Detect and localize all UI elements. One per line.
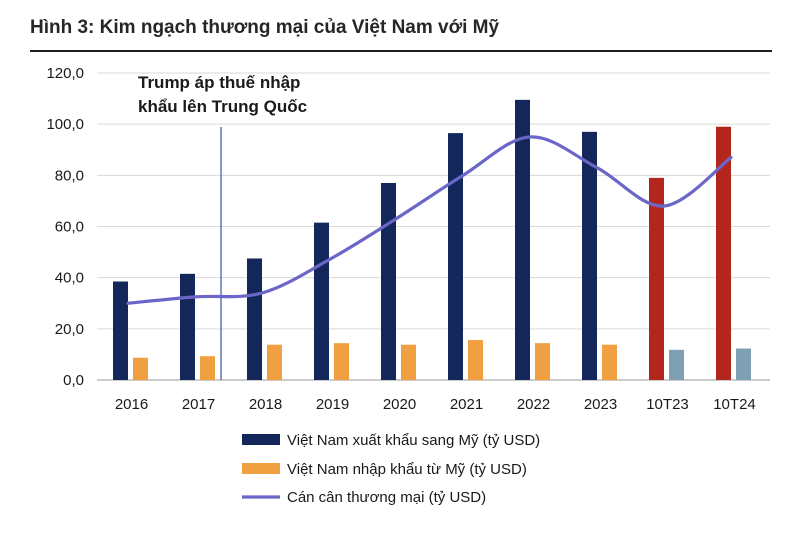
- y-tick-label: 20,0: [55, 321, 84, 338]
- x-tick-label: 2017: [182, 396, 215, 413]
- import-bar: [200, 356, 215, 380]
- import-bar: [602, 344, 617, 380]
- export-bar: [582, 131, 597, 380]
- export-bar: [113, 281, 128, 380]
- export-bar: [180, 273, 195, 380]
- y-tick-label: 40,0: [55, 270, 84, 287]
- import-bar: [334, 343, 349, 380]
- trade-balance-line: [126, 135, 733, 305]
- import-bar: [468, 340, 483, 380]
- legend-label: Việt Nam xuất khẩu sang Mỹ (tỷ USD): [287, 432, 540, 449]
- legend-swatch: [242, 434, 280, 445]
- export-bar: [515, 99, 530, 381]
- export-bar: [247, 258, 262, 380]
- annotation-text: Trump áp thuế nhập: [138, 73, 300, 92]
- export-bar: [649, 177, 664, 380]
- export-bar: [314, 222, 329, 380]
- legend-label: Việt Nam nhập khẩu từ Mỹ (tỷ USD): [287, 461, 527, 478]
- x-tick-label: 2019: [316, 396, 349, 413]
- export-bar: [448, 133, 463, 380]
- import-bar: [535, 343, 550, 380]
- title-rule: [30, 50, 772, 52]
- import-bar: [133, 357, 148, 380]
- x-tick-label: 2018: [249, 396, 282, 413]
- export-bar: [381, 183, 396, 380]
- legend-label: Cán cân thương mại (tỷ USD): [287, 489, 486, 506]
- y-tick-label: 80,0: [55, 167, 84, 184]
- x-tick-label: 10T24: [713, 396, 756, 413]
- x-tick-label: 2020: [383, 396, 416, 413]
- import-bar: [669, 349, 684, 380]
- figure-title: Hình 3: Kim ngạch thương mại của Việt Na…: [30, 17, 500, 38]
- import-bar: [736, 348, 751, 380]
- import-bar: [401, 344, 416, 380]
- x-tick-label: 2023: [584, 396, 617, 413]
- legend-swatch: [242, 463, 280, 474]
- export-bar: [716, 126, 731, 380]
- y-tick-label: 60,0: [55, 219, 84, 236]
- y-tick-label: 120,0: [46, 65, 84, 82]
- x-tick-label: 2021: [450, 396, 483, 413]
- y-tick-label: 0,0: [63, 372, 84, 389]
- import-bar: [267, 344, 282, 380]
- x-tick-label: 2016: [115, 396, 148, 413]
- y-tick-label: 100,0: [46, 116, 84, 133]
- annotation-text: khẩu lên Trung Quốc: [138, 97, 307, 116]
- x-tick-label: 2022: [517, 396, 550, 413]
- x-tick-label: 10T23: [646, 396, 689, 413]
